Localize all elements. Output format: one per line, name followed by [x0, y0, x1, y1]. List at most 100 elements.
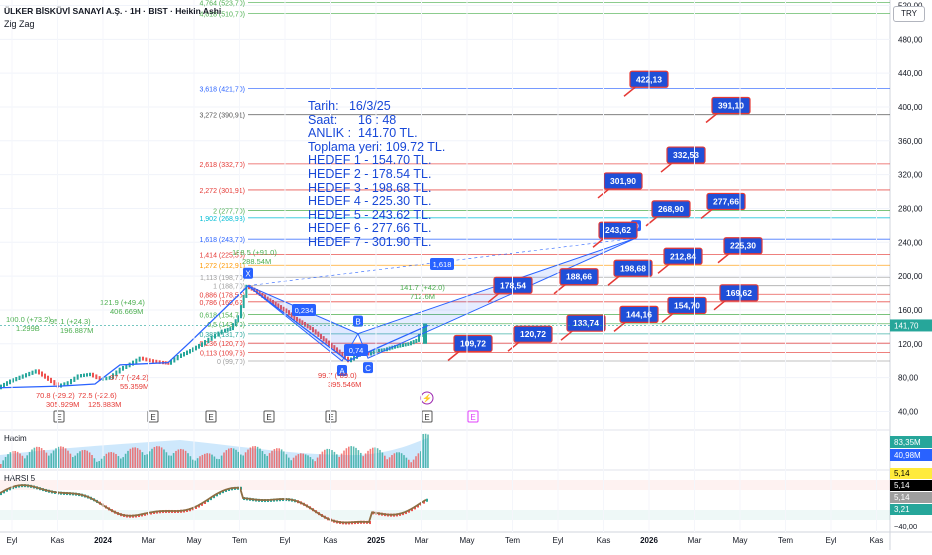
candle — [115, 370, 118, 377]
rsi-overbought-band — [0, 480, 890, 490]
candle — [201, 342, 203, 347]
currency-button[interactable]: TRY — [893, 6, 925, 22]
x-tick-label: Eyl — [825, 536, 836, 545]
volume-bar — [266, 455, 268, 468]
candle — [383, 348, 386, 352]
volume-bar — [45, 452, 48, 468]
candle — [232, 323, 234, 331]
volume-bar — [153, 447, 156, 468]
earnings-event-marker[interactable] — [467, 410, 479, 423]
earnings-event-marker[interactable] — [53, 410, 65, 423]
volume-bar — [91, 455, 93, 468]
volume-bar — [64, 448, 67, 468]
volume-bar — [19, 453, 21, 468]
rsi-bar — [426, 498, 428, 502]
volume-bar — [182, 449, 184, 468]
volume-bar — [134, 447, 136, 468]
candle — [98, 376, 101, 381]
candle — [370, 351, 372, 356]
fib-label: 0,113 (109,76) — [200, 350, 245, 357]
volume-bar — [304, 454, 307, 468]
rsi-value-box — [890, 480, 932, 491]
volume-bar — [427, 434, 429, 468]
candle — [301, 320, 304, 326]
volume-bar — [290, 460, 292, 468]
fib-label: 3,618 (421,70) — [199, 87, 245, 94]
zigzag-pivot-volume: 55.359M — [120, 382, 149, 391]
rsi-bar — [3, 490, 5, 494]
candle — [328, 340, 330, 346]
volume-bar — [242, 455, 244, 468]
volume-bar — [50, 453, 52, 468]
volume-bar — [139, 449, 141, 468]
pattern-ratio-badge — [430, 258, 454, 270]
rsi-bar — [204, 501, 206, 505]
volume-bar — [314, 461, 316, 468]
volume-bar — [96, 461, 98, 468]
rsi-line — [0, 484, 427, 524]
earnings-event-label: E — [208, 413, 213, 422]
candle — [344, 354, 346, 360]
volume-bar — [259, 448, 261, 468]
candle — [272, 300, 274, 305]
fib-label: 0,236 (120,70) — [199, 341, 245, 348]
candle — [237, 315, 240, 323]
x-tick-label: Mar — [688, 536, 702, 545]
volume-bar — [24, 458, 26, 468]
candle — [0, 384, 2, 390]
volume-bar — [127, 450, 129, 468]
candle — [242, 294, 245, 309]
earnings-event-marker[interactable] — [263, 410, 275, 423]
rsi-bar — [213, 495, 215, 499]
volume-bar — [122, 457, 124, 468]
analysis-note: Tarih: 16/3/25 Saat: 16 : 48 ANLIK : 141… — [308, 99, 445, 250]
rsi-bar — [198, 504, 200, 508]
zigzag-line — [0, 285, 429, 389]
candle — [341, 351, 344, 358]
volume-bar — [312, 459, 314, 468]
volume-bar — [247, 449, 249, 468]
candle — [173, 357, 176, 363]
volume-bar — [211, 454, 213, 468]
candle — [125, 364, 128, 369]
rsi-bar — [369, 521, 371, 525]
candle — [240, 305, 242, 319]
zigzag-pivot-volume: 125.883M — [88, 400, 121, 409]
y-tick-label: 240,00 — [898, 238, 923, 247]
volume-bar — [129, 448, 132, 468]
candle — [396, 344, 399, 349]
candle — [50, 377, 52, 384]
target-label: 301,90 — [610, 176, 636, 186]
candle — [198, 343, 200, 349]
candle — [258, 290, 261, 296]
candle — [306, 323, 309, 329]
volume-bar — [148, 451, 151, 468]
volume-bar — [357, 450, 360, 468]
fib-label: 0,5 (143,70) — [207, 322, 245, 329]
volume-bar — [216, 458, 218, 468]
target-label: 133,74 — [573, 318, 599, 328]
volume-bar — [340, 453, 343, 468]
candle — [320, 333, 322, 340]
volume-bar — [177, 449, 180, 468]
candle — [312, 327, 314, 333]
earnings-event-label: E — [266, 413, 271, 422]
candle — [155, 359, 158, 364]
candle — [138, 356, 141, 362]
volume-bar — [52, 450, 55, 468]
volume-bar — [67, 450, 69, 468]
volume-bar — [379, 449, 381, 468]
volume-value: 83,35M — [894, 438, 921, 447]
y-tick-label: 440,00 — [898, 69, 923, 78]
candle — [105, 376, 108, 381]
target-badge — [513, 325, 553, 343]
pattern-xd-line — [247, 237, 637, 286]
volume-bar — [302, 453, 304, 468]
x-tick-label: Eyl — [6, 536, 17, 545]
earnings-event-marker[interactable] — [205, 410, 217, 423]
volume-bar — [218, 459, 220, 468]
volume-bar — [360, 452, 362, 468]
volume-bar — [146, 454, 148, 468]
